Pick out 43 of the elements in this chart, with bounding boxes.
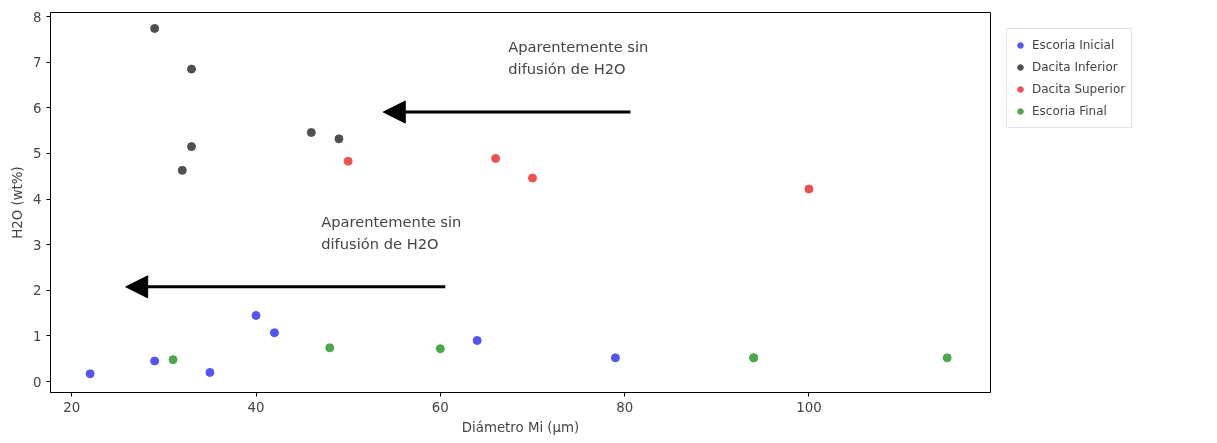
y-tick-label: 2 bbox=[33, 283, 42, 299]
x-tick-label: 80 bbox=[616, 399, 634, 415]
point bbox=[325, 343, 335, 353]
point bbox=[269, 328, 279, 338]
y-tick-label: 1 bbox=[33, 328, 42, 344]
point bbox=[306, 127, 316, 137]
point bbox=[177, 165, 187, 175]
y-tick-label: 3 bbox=[33, 237, 42, 253]
point bbox=[187, 142, 196, 152]
point bbox=[85, 369, 95, 379]
y-tick-label: 5 bbox=[33, 146, 42, 162]
annotation: Aparentemente sin difusión de H2O bbox=[321, 212, 462, 252]
point bbox=[472, 336, 482, 345]
point bbox=[527, 173, 537, 183]
annotation: Aparentemente sin difusión de H2O bbox=[508, 38, 649, 78]
x-tick-label: 60 bbox=[431, 399, 449, 415]
legend-label: Escoria Inicial bbox=[1032, 38, 1116, 52]
x-tick-label: 40 bbox=[247, 399, 265, 415]
y-axis-title: H2O (wt%) bbox=[10, 166, 26, 239]
y-tick-label: 4 bbox=[33, 192, 42, 208]
legend-label: Dacita Inferior bbox=[1032, 60, 1119, 74]
point bbox=[334, 134, 344, 144]
point bbox=[150, 23, 160, 33]
legend-label: Escoria Final bbox=[1032, 104, 1108, 118]
point bbox=[435, 344, 445, 354]
point bbox=[491, 153, 501, 163]
y-tick-label: 0 bbox=[33, 374, 42, 390]
point bbox=[168, 355, 178, 365]
point bbox=[343, 156, 353, 166]
y-tick-label: 6 bbox=[33, 100, 42, 116]
point bbox=[610, 353, 620, 363]
point bbox=[205, 367, 215, 377]
point bbox=[804, 184, 814, 194]
y-tick-label: 7 bbox=[33, 55, 42, 71]
y-tick-label: 8 bbox=[33, 9, 42, 25]
legend-label: Dacita Superior bbox=[1032, 82, 1126, 96]
x-tick-label: 100 bbox=[796, 399, 822, 415]
point bbox=[150, 356, 160, 366]
point bbox=[942, 353, 952, 363]
x-tick-label: 20 bbox=[63, 399, 81, 415]
point bbox=[251, 310, 261, 320]
x-axis-title: Diámetro Mi (µm) bbox=[461, 419, 580, 435]
point bbox=[187, 64, 196, 74]
